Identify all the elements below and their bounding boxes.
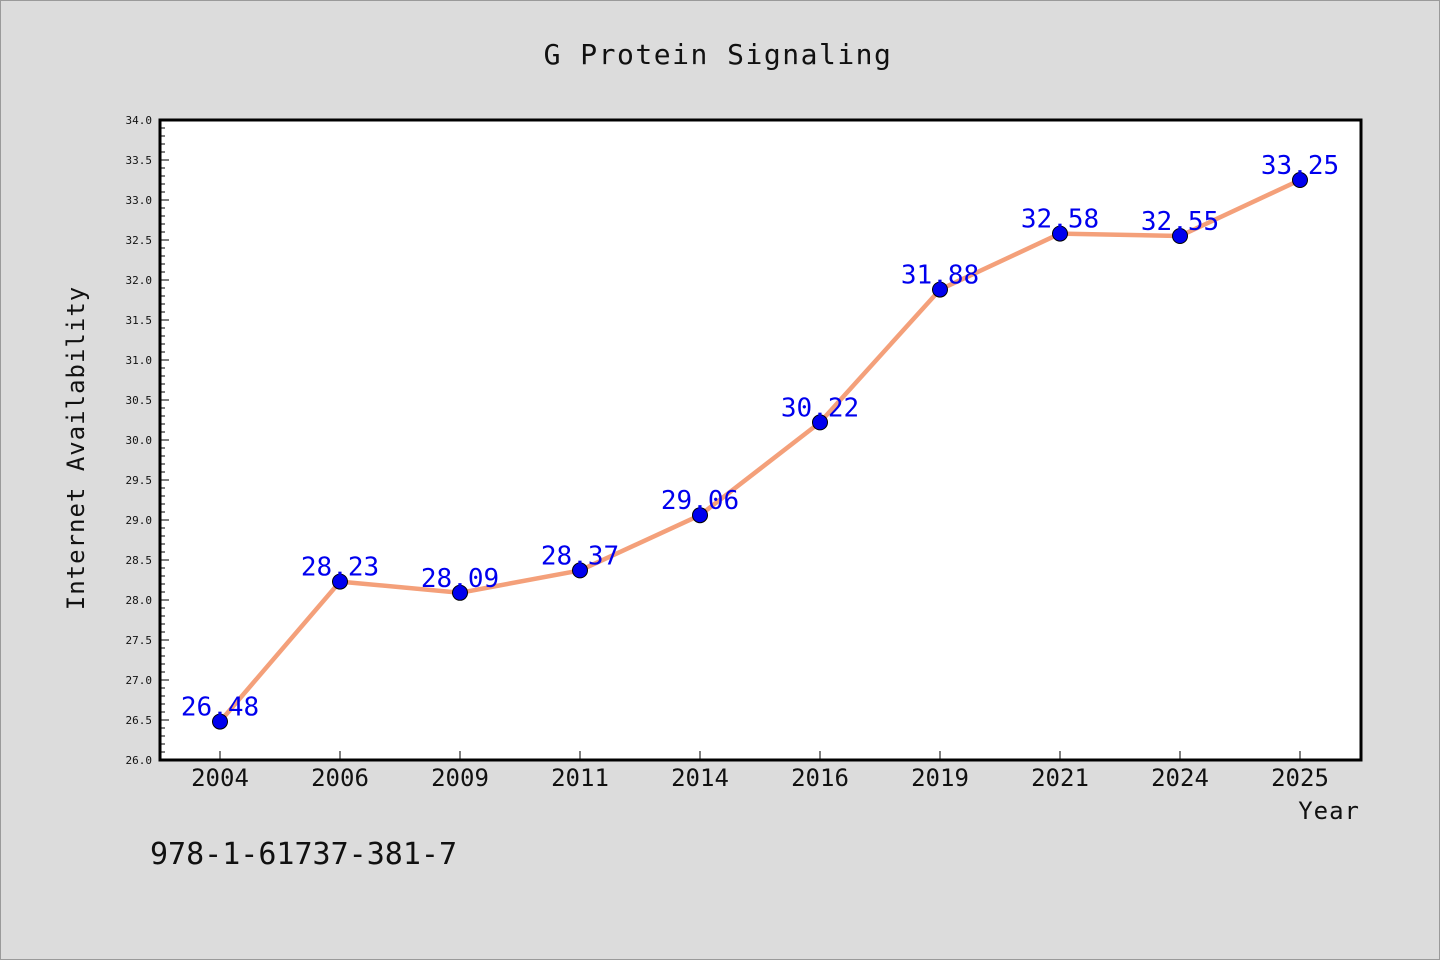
series-markers bbox=[212, 172, 1308, 730]
data-point bbox=[932, 281, 948, 298]
data-label: 26.48 bbox=[181, 693, 259, 723]
x-axis-title: Year bbox=[1298, 797, 1360, 825]
plot-area bbox=[158, 118, 1363, 762]
x-tick-label: 2024 bbox=[1151, 764, 1209, 792]
x-tick-label: 2016 bbox=[791, 764, 849, 792]
x-tick-label: 2021 bbox=[1031, 764, 1089, 792]
y-tick-label: 30.0 bbox=[126, 434, 153, 447]
data-point bbox=[1292, 172, 1308, 188]
y-tick-label: 32.5 bbox=[126, 234, 153, 247]
data-label: 30.22 bbox=[781, 393, 859, 423]
x-tick-label: 2006 bbox=[311, 764, 369, 792]
y-tick-label: 32.0 bbox=[126, 274, 153, 287]
x-tick-label: 2025 bbox=[1271, 764, 1329, 792]
y-tick-label: 34.0 bbox=[126, 114, 153, 127]
chart-title: G Protein Signaling bbox=[544, 38, 893, 71]
data-point bbox=[812, 414, 828, 431]
data-label: 32.58 bbox=[1021, 205, 1099, 235]
x-tick-label: 2014 bbox=[671, 764, 729, 792]
data-label: 28.09 bbox=[421, 564, 499, 594]
data-point bbox=[1172, 228, 1188, 244]
y-tick-label: 26.5 bbox=[126, 714, 153, 727]
y-tick-label: 29.0 bbox=[126, 514, 153, 527]
y-tick-label: 27.0 bbox=[126, 674, 153, 687]
data-label: 29.06 bbox=[661, 486, 739, 516]
data-point bbox=[692, 507, 708, 524]
y-tick-label: 33.5 bbox=[126, 154, 153, 167]
y-tick-label: 28.5 bbox=[126, 554, 153, 567]
data-point bbox=[1052, 225, 1068, 242]
y-axis: 26.0 26.5 27.0 27.5 28.0 28.5 29.0 29.5 30.0 30.5… bbox=[126, 114, 169, 767]
isbn-text: 978-1-61737-381-7 bbox=[150, 837, 457, 872]
x-tick-label: 2019 bbox=[911, 764, 969, 792]
data-label: 33.25 bbox=[1261, 151, 1339, 181]
y-tick-label: 30.5 bbox=[126, 394, 153, 407]
data-label: 28.23 bbox=[301, 553, 379, 583]
data-point bbox=[452, 584, 468, 601]
x-tick-label: 2011 bbox=[551, 764, 609, 792]
x-tick-label: 2004 bbox=[191, 764, 249, 792]
data-label: 31.88 bbox=[901, 261, 979, 291]
data-label: 32.55 bbox=[1141, 207, 1219, 237]
data-labels: 26.48 28.23 28.09 28.37 29.06 30.22 31.88 32.58… bbox=[181, 151, 1339, 723]
y-tick-label: 28.0 bbox=[126, 594, 153, 607]
y-tick-label: 26.0 bbox=[126, 754, 153, 767]
data-label: 28.37 bbox=[541, 541, 619, 571]
data-point bbox=[332, 573, 348, 590]
y-tick-label: 31.0 bbox=[126, 354, 153, 367]
y-tick-label: 29.5 bbox=[126, 474, 153, 487]
y-tick-label: 33.0 bbox=[126, 194, 153, 207]
data-point bbox=[572, 562, 588, 579]
y-tick-label: 27.5 bbox=[126, 634, 153, 647]
x-axis: 2004 2006 2009 2011 2014 2016 2019 2021 2024 2025 bbox=[191, 751, 1329, 792]
y-tick-label: 31.5 bbox=[126, 314, 153, 327]
y-axis-title: Internet Availability bbox=[62, 286, 90, 610]
series-line bbox=[218, 177, 1301, 724]
x-tick-label: 2009 bbox=[431, 764, 489, 792]
data-point bbox=[212, 713, 228, 730]
